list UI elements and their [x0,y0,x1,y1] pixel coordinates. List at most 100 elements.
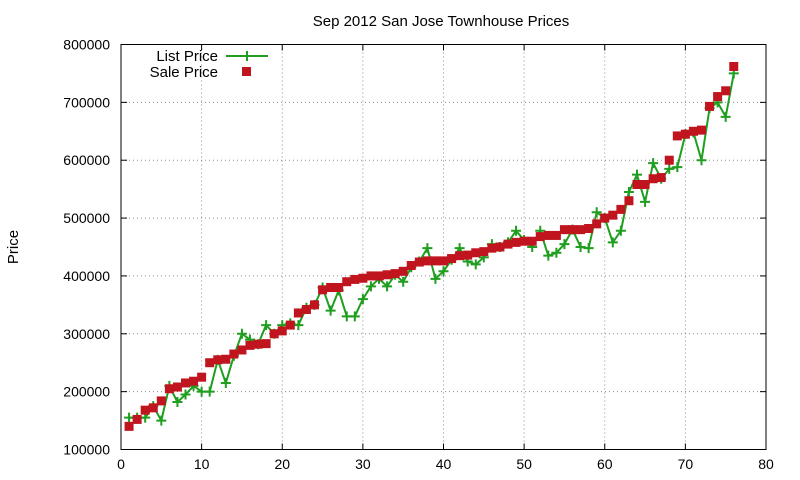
list-price-point [551,247,562,258]
list-price-point [720,111,731,122]
sale-price-point [237,345,247,355]
sale-price-point [455,251,465,261]
x-tick-label: 0 [117,456,125,472]
list-price-point [559,239,570,250]
sale-price-point [672,131,682,141]
sale-price-point [688,126,698,136]
y-tick-label: 300000 [63,326,110,342]
sale-price-point [559,225,569,235]
sale-price-point [519,236,529,246]
y-tick-label: 100000 [63,442,110,458]
sale-price-point [576,225,586,235]
sale-price-point [164,384,174,394]
sale-price-point [334,283,344,292]
chart-title: Sep 2012 San Jose Townhouse Prices [313,13,570,30]
list-price-point [696,155,707,166]
list-price-point [220,377,231,388]
sale-price-point [148,403,158,413]
list-price-point [236,328,247,339]
list-price-point [623,187,634,198]
sale-price-point [197,372,207,382]
sale-price-point [172,382,182,392]
sale-price-point [616,204,626,214]
list-price-point [511,225,522,236]
sale-price-point [551,230,561,240]
legend-label-sale-price: Sale Price [150,64,218,81]
list-price-line [129,73,735,422]
sale-price-point [132,414,142,424]
x-tick-label: 30 [355,456,371,472]
sale-price-point [422,256,432,266]
sale-price-point [664,155,674,165]
list-price-point [172,397,183,408]
sale-price-point [293,308,303,318]
sale-price-point [205,358,215,368]
sale-price-point [608,210,618,220]
x-tick-label: 70 [678,456,694,472]
list-price-point [422,243,433,254]
list-price-point [357,294,368,305]
sale-price-point [156,396,166,406]
sale-price-point [245,340,255,350]
sale-price-point [705,101,715,111]
sale-price-point [584,223,594,233]
sale-price-point [568,225,577,235]
list-price-point [180,389,191,400]
sale-price-point [680,129,690,139]
list-price-point [430,273,441,284]
sale-price-point [624,196,634,206]
grid [121,44,766,450]
x-tick-label: 20 [274,456,290,472]
sale-price-point [229,349,239,359]
y-tick-label: 800000 [63,37,110,53]
series-sale-price [124,61,739,431]
sale-price-point [301,304,311,314]
sale-price-point [414,257,424,267]
sale-price-point [189,376,199,386]
list-price-point [575,242,586,252]
sale-price-point [463,250,473,260]
list-price-point [261,320,272,331]
list-price-point [640,196,651,207]
y-axis-label: Price [5,230,22,264]
sale-price-point [382,270,392,280]
sale-price-point [648,174,658,184]
sale-price-point [543,230,553,240]
sale-price-point [342,277,352,287]
sale-price-point [350,274,360,284]
sale-price-point [430,256,440,266]
sale-price-point [535,232,545,242]
sale-price-point [697,125,706,135]
sale-price-point [487,243,497,253]
sale-price-point [511,237,521,247]
sale-price-point [277,326,287,336]
list-price-point [672,162,683,173]
sale-price-point [261,339,271,349]
list-price-point [607,237,618,248]
sale-price-point [358,273,368,283]
sale-price-point [124,421,134,431]
x-tick-label: 50 [516,456,532,472]
sale-price-point [721,86,731,96]
sale-price-point [140,405,150,415]
list-price-point [615,225,626,236]
sale-price-point [374,271,384,281]
sale-price-point [213,355,223,365]
sale-price-point [318,285,328,295]
y-tick-label: 200000 [63,384,110,400]
y-axis: 100000 200000 300000 400000 500000 600000 7000… [63,37,766,458]
sale-price-point [495,242,505,252]
sale-price-point [527,236,537,246]
sale-price-point [439,256,448,266]
list-price-point [591,207,602,218]
sale-price-point [181,378,190,388]
sale-price-point [640,180,650,190]
list-price-point [204,386,215,397]
legend-label-list-price: List Price [156,48,218,65]
sale-price-point [471,248,481,258]
x-axis: 0 10 20 30 40 50 60 70 80 [117,44,774,472]
legend: List Price Sale Price [150,48,268,81]
sale-price-point [269,329,279,339]
sale-price-point [729,61,739,71]
sale-price-point [310,300,319,310]
